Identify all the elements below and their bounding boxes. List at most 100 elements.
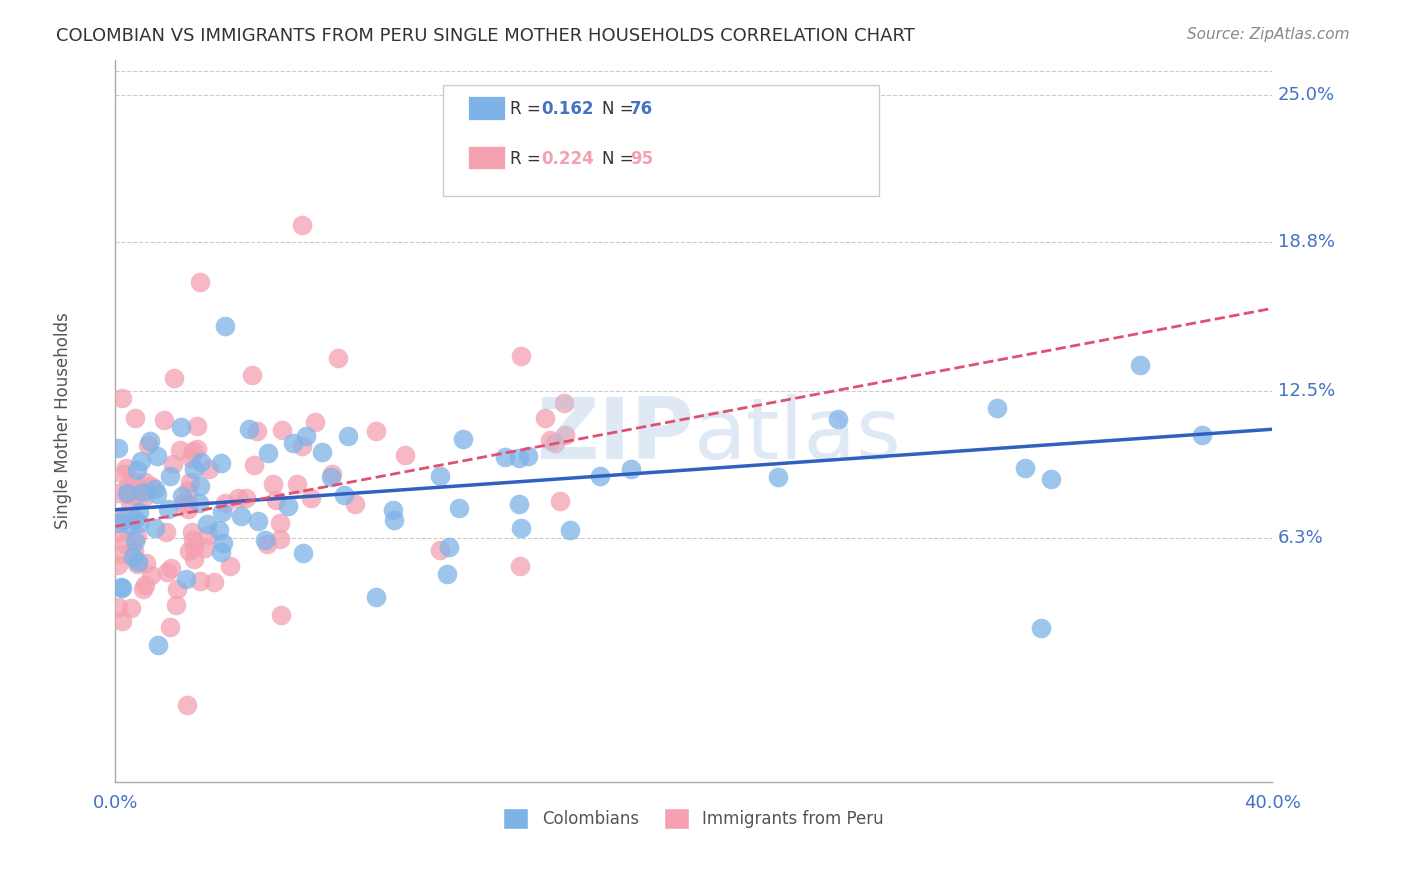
- Point: [183, 540, 205, 554]
- Point: [110, 391, 132, 405]
- Text: Single Mother Households: Single Mother Households: [55, 312, 72, 529]
- Point: [827, 412, 849, 426]
- Point: [124, 411, 146, 425]
- Point: [769, 171, 792, 186]
- Point: [181, 533, 204, 548]
- Point: [589, 468, 612, 483]
- Point: [1029, 621, 1052, 635]
- Point: [179, 544, 201, 558]
- Point: [111, 547, 134, 561]
- Point: [117, 479, 139, 493]
- Point: [548, 493, 571, 508]
- Point: [117, 487, 139, 501]
- Point: [110, 581, 132, 595]
- Point: [321, 467, 343, 481]
- Point: [143, 483, 166, 497]
- Point: [509, 349, 531, 363]
- Point: [326, 351, 349, 365]
- Point: [429, 469, 451, 483]
- Text: 0.224: 0.224: [541, 150, 595, 168]
- Point: [212, 536, 235, 550]
- Text: N =: N =: [602, 150, 638, 168]
- Point: [169, 420, 191, 434]
- Point: [122, 544, 145, 558]
- Point: [214, 319, 236, 334]
- Point: [188, 574, 211, 589]
- Point: [115, 485, 138, 500]
- Point: [209, 544, 232, 558]
- Point: [156, 565, 179, 579]
- Point: [246, 424, 269, 438]
- Point: [509, 558, 531, 573]
- Point: [121, 549, 143, 564]
- Point: [986, 401, 1008, 416]
- Point: [269, 532, 291, 546]
- Point: [198, 461, 221, 475]
- Point: [516, 449, 538, 463]
- Point: [554, 428, 576, 442]
- Point: [183, 462, 205, 476]
- Text: 95: 95: [630, 150, 652, 168]
- Point: [155, 524, 177, 539]
- Point: [177, 502, 200, 516]
- Point: [538, 434, 561, 448]
- Text: 40.0%: 40.0%: [1244, 794, 1301, 813]
- Point: [333, 488, 356, 502]
- Point: [254, 533, 277, 547]
- Point: [262, 476, 284, 491]
- Point: [177, 483, 200, 497]
- Point: [124, 489, 146, 503]
- Point: [429, 543, 451, 558]
- Point: [107, 558, 129, 573]
- Point: [508, 497, 530, 511]
- Point: [319, 470, 342, 484]
- Point: [186, 442, 208, 456]
- Point: [176, 698, 198, 712]
- Point: [229, 509, 252, 524]
- Point: [291, 439, 314, 453]
- Point: [194, 541, 217, 556]
- Point: [311, 445, 333, 459]
- Point: [295, 429, 318, 443]
- Point: [141, 567, 163, 582]
- Point: [134, 577, 156, 591]
- Text: 18.8%: 18.8%: [1278, 233, 1334, 251]
- Point: [159, 561, 181, 575]
- Point: [146, 449, 169, 463]
- Point: [180, 450, 202, 465]
- Point: [132, 582, 155, 596]
- Point: [120, 517, 142, 532]
- Point: [1014, 461, 1036, 475]
- Point: [494, 450, 516, 464]
- Text: 0.0%: 0.0%: [93, 794, 138, 813]
- Point: [544, 436, 567, 450]
- Point: [111, 513, 134, 527]
- Text: N =: N =: [602, 100, 638, 118]
- Point: [135, 556, 157, 570]
- Point: [129, 454, 152, 468]
- Text: 76: 76: [630, 100, 652, 118]
- Point: [125, 462, 148, 476]
- Point: [436, 566, 458, 581]
- Point: [183, 551, 205, 566]
- Point: [128, 516, 150, 531]
- Point: [1129, 359, 1152, 373]
- Point: [153, 413, 176, 427]
- Point: [439, 540, 461, 554]
- Point: [156, 502, 179, 516]
- Point: [343, 497, 366, 511]
- Point: [240, 368, 263, 382]
- Text: 25.0%: 25.0%: [1278, 87, 1334, 104]
- Text: 6.3%: 6.3%: [1278, 529, 1323, 548]
- Point: [281, 436, 304, 450]
- Point: [218, 558, 240, 573]
- Point: [174, 572, 197, 586]
- Point: [256, 536, 278, 550]
- Point: [165, 598, 187, 612]
- Point: [125, 529, 148, 543]
- Point: [766, 470, 789, 484]
- Point: [270, 608, 292, 623]
- Point: [246, 514, 269, 528]
- Point: [146, 486, 169, 500]
- Point: [115, 461, 138, 475]
